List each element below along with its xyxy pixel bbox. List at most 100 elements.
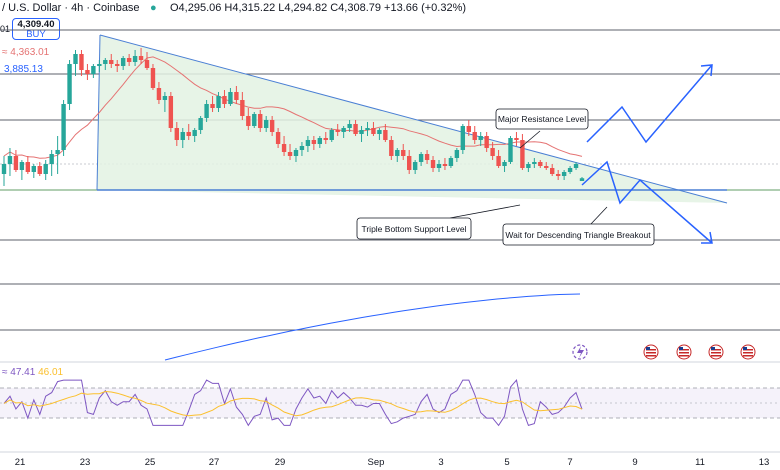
candle — [454, 148, 460, 162]
candle — [234, 86, 239, 104]
candle — [61, 100, 66, 156]
candle — [132, 50, 138, 66]
us-flag-icon — [708, 344, 724, 360]
candle — [144, 52, 150, 70]
candle — [478, 132, 483, 146]
candle — [269, 116, 275, 136]
candle — [442, 158, 448, 170]
candle — [31, 164, 36, 178]
candle — [424, 150, 430, 164]
triangle-upper-trendline[interactable] — [99, 34, 728, 204]
candle — [532, 158, 537, 168]
candle — [567, 166, 573, 174]
candle — [67, 60, 72, 110]
candle — [55, 136, 60, 174]
candle — [210, 96, 215, 112]
lightning-glyph-icon — [577, 346, 584, 358]
candle — [281, 136, 287, 156]
event-markers[interactable] — [572, 344, 756, 360]
x-tick-label: 5 — [504, 457, 509, 468]
candle — [43, 160, 48, 180]
candle — [466, 120, 471, 136]
candle — [275, 128, 281, 148]
x-tick-label: 13 — [759, 457, 770, 468]
candle — [287, 144, 293, 160]
buy-price: 4,309.40 — [17, 19, 55, 30]
candle — [240, 92, 245, 120]
live-dot-icon: ● — [150, 2, 157, 14]
breakout-projection-path — [581, 160, 713, 244]
candle — [412, 160, 418, 174]
candle — [573, 162, 579, 170]
x-tick-label: 29 — [275, 457, 286, 468]
candle — [377, 128, 382, 140]
ohlc-readout: O4,295.06 H4,315.22 L4,294.82 C4,308.79 … — [170, 2, 467, 14]
rsi-line — [3, 378, 583, 427]
rsi-value: 47.41 — [10, 367, 36, 378]
candle — [526, 162, 531, 172]
x-axis[interactable]: 21 23 25 27 29 Sep 3 5 7 9 11 13 — [15, 457, 770, 468]
candle — [436, 160, 442, 172]
candle — [103, 58, 108, 70]
candle — [538, 160, 543, 168]
candle — [293, 148, 299, 162]
candle — [472, 126, 477, 144]
candle — [299, 142, 305, 156]
symbol-name: / U.S. Dollar · 4h · Coinbase — [2, 2, 140, 14]
candle — [347, 120, 352, 132]
candle — [180, 128, 185, 148]
candle — [365, 122, 370, 136]
candle — [7, 148, 13, 176]
candle — [79, 50, 84, 76]
breakout-callout[interactable]: Wait for Descending Triangle Breakout — [502, 206, 655, 246]
candle — [484, 132, 489, 152]
candle — [263, 116, 269, 132]
resistance-callout[interactable]: Major Resistance Level — [495, 108, 589, 149]
candle — [448, 156, 454, 168]
x-tick-label: 3 — [438, 457, 443, 468]
x-tick-label: Sep — [368, 457, 385, 468]
candle — [204, 100, 209, 122]
candle — [150, 64, 156, 90]
support-label: Triple Bottom Support Level — [361, 224, 466, 234]
candle — [311, 136, 317, 150]
us-flag-icon — [676, 344, 692, 360]
candle — [430, 156, 436, 172]
candle — [406, 150, 412, 174]
candle — [508, 136, 513, 164]
candle — [115, 60, 120, 72]
bullish-projection-path — [586, 64, 713, 144]
candle — [1, 156, 7, 186]
ma-legend-1: ≈ 4,363.01 — [2, 47, 49, 58]
breakout-label: Wait for Descending Triangle Breakout — [505, 230, 651, 240]
candle — [383, 124, 388, 142]
candle — [222, 90, 227, 108]
candle — [97, 60, 102, 72]
candle — [13, 150, 19, 172]
candle — [49, 150, 54, 176]
candle — [335, 124, 340, 136]
candle — [156, 82, 162, 104]
left-fragment: 01 — [0, 24, 11, 34]
long-ma-line — [164, 293, 581, 361]
candle-series — [1, 48, 585, 186]
candle — [555, 170, 561, 180]
candle — [91, 64, 96, 78]
x-tick-label: 21 — [15, 457, 26, 468]
resistance-label: Major Resistance Level — [498, 114, 586, 124]
candle — [305, 136, 311, 152]
x-tick-label: 11 — [695, 457, 705, 468]
candle — [514, 132, 519, 146]
support-callout[interactable]: Triple Bottom Support Level — [356, 204, 521, 240]
candle — [109, 54, 114, 68]
candle — [460, 124, 466, 154]
candle — [216, 92, 221, 112]
candle — [252, 112, 257, 128]
rsi-eye-icon: ≈ — [2, 367, 8, 378]
candle — [561, 170, 567, 180]
buy-button[interactable]: 4,309.40 BUY — [12, 18, 60, 40]
candle — [174, 122, 180, 146]
x-tick-label: 7 — [567, 457, 572, 468]
candle — [579, 176, 585, 182]
